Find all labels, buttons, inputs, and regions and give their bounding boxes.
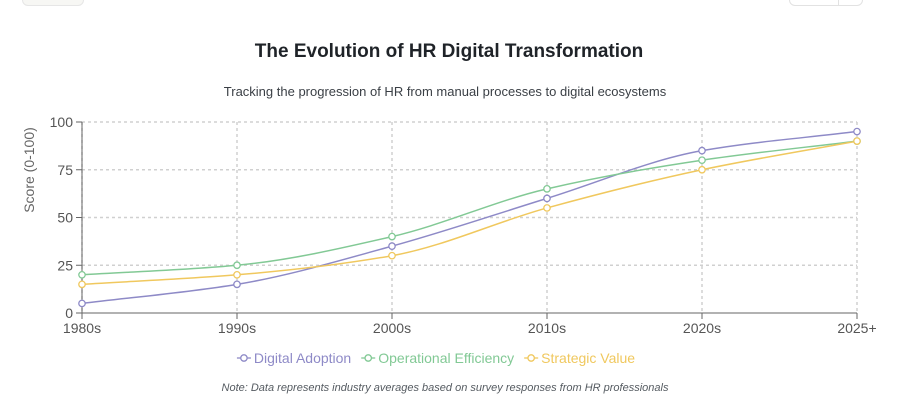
- legend-swatch-marker: [364, 354, 373, 362]
- x-tick-label: 2000s: [373, 320, 411, 336]
- legend-item-digital-adoption[interactable]: Digital Adoption: [236, 350, 351, 366]
- data-points: [78, 127, 861, 308]
- legend-item-strategic-value[interactable]: Strategic Value: [524, 350, 635, 366]
- data-point-digital-adoption[interactable]: [543, 194, 551, 203]
- y-tick-label: 100: [50, 114, 74, 130]
- data-point-operational-efficiency[interactable]: [233, 261, 241, 270]
- footnote: Note: Data represents industry averages …: [221, 382, 669, 394]
- data-point-strategic-value[interactable]: [543, 204, 551, 212]
- data-point-strategic-value[interactable]: [233, 270, 241, 279]
- x-tick-label: 2010s: [528, 320, 566, 336]
- y-tick-label: 50: [57, 210, 73, 226]
- series-line-strategic-value: [81, 140, 858, 286]
- y-tick-label: 25: [57, 257, 73, 273]
- grid-lines: [81, 121, 858, 313]
- x-tick-label: 2025+: [837, 320, 876, 336]
- axes: 0 25 50 75 100 1980s 1990s 2000s 2010s 2020s 2025+: [50, 114, 877, 336]
- y-tick-label: 0: [65, 305, 73, 321]
- series-lines: [81, 130, 858, 305]
- data-point-strategic-value[interactable]: [853, 137, 861, 145]
- legend-label: Digital Adoption: [254, 350, 351, 366]
- data-point-strategic-value[interactable]: [698, 165, 706, 174]
- y-tick-label: 75: [57, 162, 73, 178]
- data-point-digital-adoption[interactable]: [698, 146, 706, 155]
- legend: Digital Adoption Operational Efficiency St…: [236, 350, 635, 366]
- data-point-strategic-value[interactable]: [78, 280, 86, 289]
- legend-item-operational-efficiency[interactable]: Operational Efficiency: [361, 350, 514, 366]
- x-tick-label: 1990s: [218, 320, 256, 336]
- legend-label: Operational Efficiency: [378, 350, 514, 366]
- y-axis-title: Score (0-100): [21, 127, 37, 213]
- data-point-digital-adoption[interactable]: [233, 280, 241, 289]
- legend-swatch-marker: [240, 354, 248, 362]
- data-point-operational-efficiency[interactable]: [78, 270, 86, 279]
- data-point-strategic-value[interactable]: [388, 251, 396, 260]
- data-point-operational-efficiency[interactable]: [388, 232, 396, 241]
- x-tick-label: 1980s: [63, 320, 101, 336]
- legend-swatch-marker: [527, 354, 536, 362]
- legend-label: Strategic Value: [541, 350, 635, 366]
- data-point-digital-adoption[interactable]: [853, 127, 861, 136]
- series-line-digital-adoption: [81, 130, 858, 305]
- x-tick-label: 2020s: [683, 320, 721, 336]
- data-point-operational-efficiency[interactable]: [543, 185, 551, 193]
- data-point-digital-adoption[interactable]: [78, 299, 86, 308]
- chart-subtitle: Tracking the progression of HR from manu…: [223, 84, 667, 99]
- series-line-operational-efficiency: [81, 140, 858, 276]
- control-divider: [838, 0, 839, 5]
- data-point-digital-adoption[interactable]: [388, 242, 396, 250]
- chart-title: The Evolution of HR Digital Transformati…: [254, 41, 644, 62]
- data-point-operational-efficiency[interactable]: [698, 156, 706, 165]
